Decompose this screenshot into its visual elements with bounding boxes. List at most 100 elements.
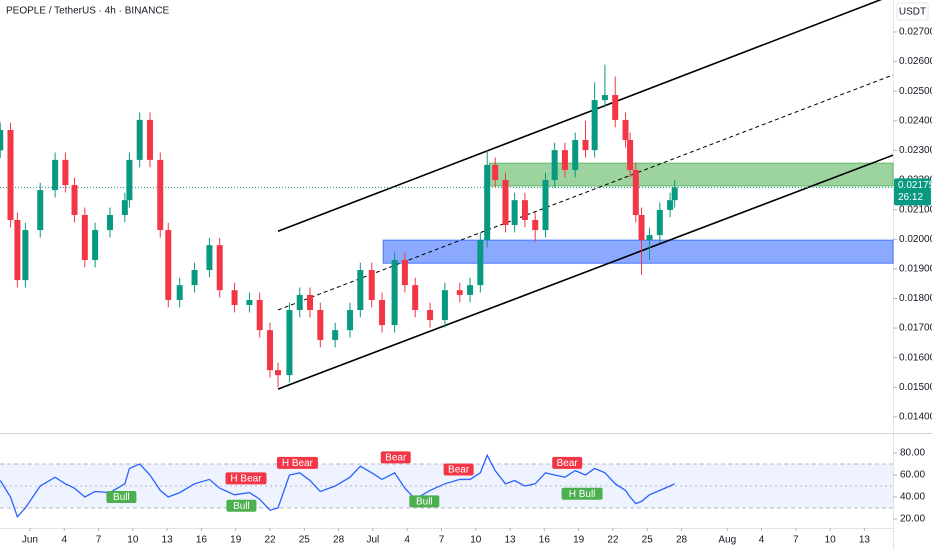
candle-body: [176, 285, 183, 300]
candle-body: [216, 245, 223, 291]
candle-body: [275, 370, 282, 376]
candle-body: [106, 214, 113, 231]
x-tick-label: Jul: [366, 535, 379, 546]
candle-body: [52, 159, 59, 191]
x-tick-label: 10: [127, 535, 139, 546]
x-tick-label: 7: [439, 535, 445, 546]
countdown-label: 26:12: [898, 192, 923, 203]
candle-body: [391, 259, 398, 326]
x-tick-label: 13: [859, 535, 871, 546]
last-price-box: [894, 178, 931, 206]
y-tick-label: 0.01700: [899, 323, 932, 334]
signal-label: Bear: [448, 465, 470, 476]
signal-box: [443, 463, 474, 476]
y-tick-label: 0.02100: [899, 204, 932, 215]
x-tick-label: Aug: [718, 535, 736, 546]
x-tick-label: 19: [230, 535, 242, 546]
x-tick-label: 10: [470, 535, 482, 546]
candle-body: [646, 235, 653, 241]
signal-label: Bear: [557, 458, 579, 469]
y-tick-label: 0.02000: [899, 234, 932, 245]
signal-box: [106, 491, 137, 504]
y-tick-label: 0.01900: [899, 263, 932, 274]
x-tick-label: 4: [61, 535, 67, 546]
currency-label[interactable]: USDT: [899, 7, 926, 18]
candle-body: [656, 209, 663, 236]
signal-label: Bull: [113, 492, 130, 503]
x-tick-label: 22: [607, 535, 619, 546]
signal-box: [380, 451, 411, 464]
symbol-title: PEOPLE / TetherUS · 4h · BINANCE: [6, 6, 170, 17]
candle-body: [71, 185, 78, 215]
y-tick-label: 0.02400: [899, 115, 932, 126]
signal-label: Bull: [416, 497, 433, 508]
x-tick-label: 13: [504, 535, 516, 546]
candle-body: [532, 219, 539, 231]
candle-body: [267, 330, 274, 371]
candle-body: [671, 187, 678, 201]
candle-body: [92, 230, 99, 260]
candle-body: [484, 164, 491, 241]
x-tick-label: 4: [759, 535, 765, 546]
x-tick-label: 22: [264, 535, 276, 546]
y-tick-label: 0.01800: [899, 293, 932, 304]
candle-body: [561, 150, 568, 170]
candle-body: [191, 270, 198, 286]
y-tick-label: 0.02600: [899, 56, 932, 67]
candle-body: [601, 95, 608, 101]
candle-body: [206, 245, 213, 271]
candle-body: [521, 200, 528, 220]
candle-body: [121, 200, 128, 215]
rsi-tick-label: 20.00: [900, 514, 925, 525]
candle-body: [296, 294, 303, 311]
candle-body: [332, 330, 339, 340]
x-tick-label: 16: [196, 535, 208, 546]
candle-body: [638, 214, 645, 241]
candle-body: [126, 159, 133, 201]
candle-body: [477, 240, 484, 286]
x-tick-label: Jun: [22, 535, 38, 546]
x-tick-label: 19: [573, 535, 585, 546]
candle-body: [317, 310, 324, 340]
candle-body: [165, 230, 172, 300]
x-tick-label: 25: [299, 535, 311, 546]
x-tick-label: 10: [825, 535, 837, 546]
candle-body: [14, 219, 21, 281]
candle-body: [542, 180, 549, 231]
candle-body: [511, 200, 518, 226]
candle-body: [612, 95, 619, 120]
candle-body: [136, 119, 143, 160]
candle-body: [427, 310, 434, 321]
x-tick-label: 4: [404, 535, 410, 546]
signal-label: Bear: [385, 453, 407, 464]
candle-body: [286, 310, 293, 376]
zone: [488, 162, 894, 187]
signal-box: [225, 472, 267, 485]
candle-body: [307, 294, 314, 311]
signal-box: [561, 487, 603, 500]
candle-body: [22, 230, 29, 281]
candle-body: [582, 140, 589, 151]
y-tick-label: 0.02700: [899, 27, 932, 38]
currency-box[interactable]: [896, 2, 929, 21]
signal-label: H Bear: [230, 473, 262, 484]
y-tick-label: 0.01600: [899, 352, 932, 363]
rsi-line: [0, 453, 675, 519]
candle-body: [81, 214, 88, 260]
y-tick-label: 0.02300: [899, 145, 932, 156]
candle-body: [502, 180, 509, 226]
signal-box: [552, 456, 583, 469]
channel-lower: [277, 154, 894, 390]
signal-label: H Bear: [282, 458, 314, 469]
candle-body: [401, 259, 408, 286]
candle-body: [37, 190, 44, 231]
channel-middle: [277, 74, 894, 311]
x-tick-label: 16: [539, 535, 551, 546]
candle-body: [231, 290, 238, 305]
y-tick-label: 0.02500: [899, 86, 932, 97]
candle-body: [467, 285, 474, 295]
candle-body: [62, 159, 69, 186]
candle-body: [667, 200, 674, 210]
